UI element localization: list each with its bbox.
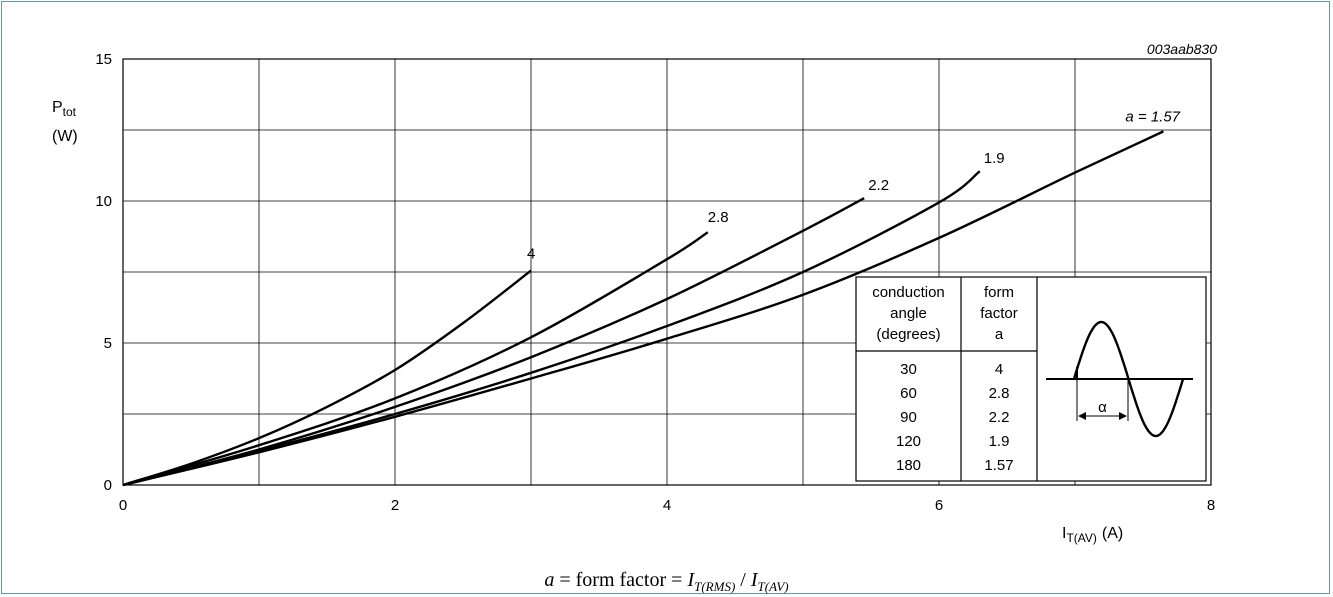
tick-labels: 0 2 4 6 8 0 5 10 15 bbox=[95, 51, 1215, 514]
table-header-text: angle bbox=[890, 305, 927, 322]
alpha-arrow-head bbox=[1119, 412, 1127, 420]
series-label: 2.8 bbox=[708, 209, 729, 226]
alpha-symbol: α bbox=[1098, 399, 1107, 416]
series-label: a = 1.57 bbox=[1125, 108, 1180, 125]
x-tick-label: 2 bbox=[391, 497, 399, 514]
table-cell: 30 bbox=[900, 361, 917, 378]
table-cell: 2.2 bbox=[989, 409, 1010, 426]
inset-table: conduction angle (degrees) form factor a 30 4 60… bbox=[855, 276, 1207, 482]
series-line bbox=[122, 269, 532, 487]
series-label: 2.2 bbox=[868, 177, 889, 194]
table-header-text: factor bbox=[980, 305, 1018, 322]
series-line bbox=[122, 130, 1164, 487]
y-axis-subscript: tot bbox=[63, 105, 77, 119]
y-tick-label: 15 bbox=[95, 51, 112, 68]
alpha-arrow-head bbox=[1078, 412, 1086, 420]
x-axis-subscript: T(AV) bbox=[1066, 531, 1096, 545]
table-header-text: a bbox=[995, 326, 1004, 343]
x-tick-label: 0 bbox=[119, 497, 127, 514]
plot-border bbox=[122, 58, 1212, 486]
table-header-text: conduction bbox=[872, 284, 945, 301]
series-line bbox=[122, 170, 981, 487]
table-cell: 60 bbox=[900, 385, 917, 402]
x-tick-label: 6 bbox=[935, 497, 943, 514]
table-cell: 120 bbox=[896, 433, 921, 450]
x-tick-label: 8 bbox=[1207, 497, 1215, 514]
y-axis-label: Ptot bbox=[52, 99, 77, 119]
table-cell: 180 bbox=[896, 457, 921, 474]
y-axis-symbol: P bbox=[52, 99, 63, 116]
y-tick-label: 0 bbox=[104, 477, 112, 494]
formula: a = form factor = IT(RMS) / IT(AV) bbox=[0, 569, 1333, 595]
series-label: 1.9 bbox=[984, 150, 1005, 167]
formula-i-av: I bbox=[750, 569, 758, 591]
table-cell: 4 bbox=[995, 361, 1003, 378]
y-axis-unit: (W) bbox=[52, 128, 78, 145]
series-line bbox=[122, 231, 709, 487]
series-label: 4 bbox=[527, 246, 535, 263]
x-axis-symbol: I bbox=[1062, 525, 1066, 542]
x-tick-label: 4 bbox=[663, 497, 671, 514]
y-tick-label: 10 bbox=[95, 193, 112, 210]
formula-slash: / bbox=[735, 569, 751, 591]
table-header-text: (degrees) bbox=[876, 326, 940, 343]
formula-equals: = form factor = bbox=[554, 569, 688, 591]
formula-i-rms: I bbox=[687, 569, 695, 591]
series-group: 4 2.8 2.2 1.9 a = 1.57 bbox=[122, 108, 1181, 487]
x-axis-unit: (A) bbox=[1102, 525, 1123, 542]
formula-i-av-sub: T(AV) bbox=[757, 579, 789, 594]
x-axis-label: IT(AV) (A) bbox=[1062, 525, 1123, 545]
table-cell: 90 bbox=[900, 409, 917, 426]
table-cell: 1.57 bbox=[984, 457, 1013, 474]
formula-i-rms-sub: T(RMS) bbox=[694, 579, 736, 594]
table-cell: 2.8 bbox=[989, 385, 1010, 402]
y-tick-label: 5 bbox=[104, 335, 112, 352]
formula-a: a bbox=[544, 569, 555, 591]
series-line bbox=[122, 197, 865, 487]
figure-id: 003aab830 bbox=[1147, 41, 1217, 57]
table-cell: 1.9 bbox=[989, 433, 1010, 450]
table-header-text: form bbox=[984, 284, 1014, 301]
